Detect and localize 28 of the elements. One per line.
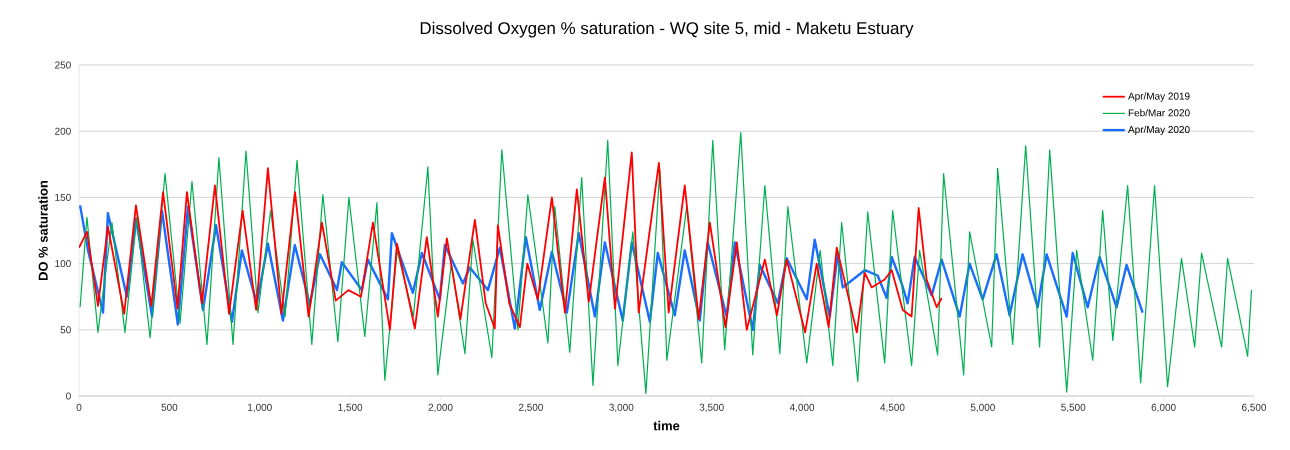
line-series [79, 204, 1144, 331]
x-tick-label: 3,000 [609, 403, 634, 413]
x-tick-label: 3,500 [699, 403, 724, 413]
x-tick-label: 4,500 [880, 403, 905, 413]
y-axis-title: DO % saturation [38, 180, 48, 281]
x-tick-label: 1,500 [338, 403, 363, 413]
y-tick-label: 50 [60, 326, 71, 334]
legend-label: Apr/May 2020 [1128, 125, 1190, 136]
x-tick-label: 5,000 [970, 403, 995, 413]
y-tick-label: 100 [55, 260, 71, 268]
y-tick-label: 150 [55, 193, 71, 201]
x-tick-label: 2,500 [518, 403, 543, 413]
legend-label: Feb/Mar 2020 [1128, 109, 1190, 117]
y-tick-label: 250 [55, 61, 71, 69]
x-tick-label: 4,000 [789, 403, 815, 413]
chart-title: Dissolved Oxygen % saturation - WQ site 5, mid - Maketu Estuary [420, 21, 914, 38]
x-tick-label: 6,500 [1242, 403, 1267, 413]
y-tick-label: 0 [66, 392, 71, 400]
x-tick-label: 2,000 [428, 403, 453, 413]
line-series [79, 151, 943, 334]
legend-label: Apr/May 2019 [1128, 92, 1190, 102]
x-tick-label: 5,500 [1061, 403, 1086, 413]
x-tick-label: 6,000 [1151, 403, 1176, 413]
x-tick-label: 1,000 [248, 403, 272, 413]
x-tick-label: 0 [76, 403, 82, 411]
x-axis-title: time [653, 420, 680, 431]
y-tick-label: 200 [55, 127, 71, 135]
x-tick-label: 500 [161, 403, 178, 411]
